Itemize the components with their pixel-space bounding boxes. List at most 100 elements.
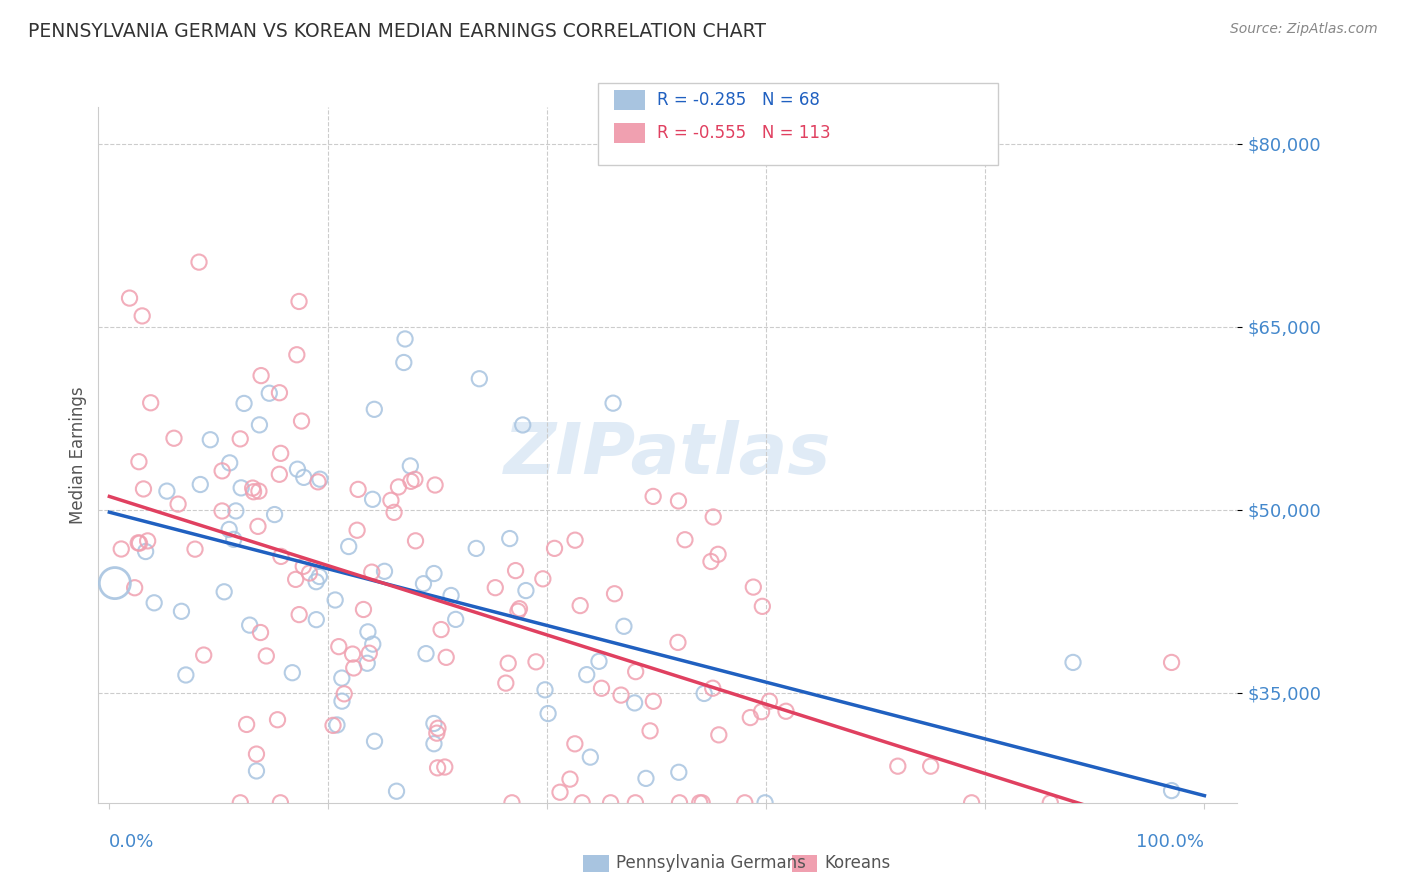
Point [104, 576, 127, 591]
Point [623, 696, 645, 710]
Point [211, 504, 233, 518]
Point [444, 612, 467, 626]
Point [330, 671, 353, 685]
Point [245, 747, 267, 761]
Point [308, 569, 330, 583]
Text: Pennsylvania Germans: Pennsylvania Germans [616, 855, 806, 872]
Point [188, 255, 211, 269]
Point [174, 668, 197, 682]
Point [426, 726, 449, 740]
Point [638, 723, 661, 738]
Point [233, 396, 256, 410]
Text: Source: ZipAtlas.com: Source: ZipAtlas.com [1230, 22, 1378, 37]
Point [124, 581, 146, 595]
Point [468, 372, 491, 386]
Point [269, 385, 291, 400]
Point [405, 533, 427, 548]
Point [775, 704, 797, 718]
Point [531, 572, 554, 586]
Point [247, 484, 270, 499]
Point [1160, 656, 1182, 670]
Point [613, 619, 636, 633]
Point [323, 593, 346, 607]
Point [307, 475, 329, 489]
Point [363, 734, 385, 748]
Point [269, 467, 291, 482]
Point [343, 661, 366, 675]
Point [603, 587, 626, 601]
Point [222, 533, 245, 547]
Point [309, 472, 332, 486]
Point [571, 796, 593, 810]
Point [382, 505, 405, 519]
Point [131, 309, 153, 323]
Point [353, 602, 375, 616]
Point [515, 583, 537, 598]
Point [499, 532, 522, 546]
Point [266, 713, 288, 727]
Point [430, 623, 453, 637]
Point [591, 681, 613, 696]
Point [415, 647, 437, 661]
Point [246, 519, 269, 533]
Point [347, 483, 370, 497]
Point [259, 386, 281, 401]
Point [360, 565, 382, 579]
Point [128, 536, 150, 550]
Point [127, 536, 149, 550]
Point [328, 640, 350, 654]
Point [270, 549, 292, 564]
Point [548, 785, 571, 799]
Point [305, 574, 328, 589]
Point [579, 750, 602, 764]
Point [242, 484, 264, 499]
Point [495, 676, 517, 690]
Point [689, 796, 711, 810]
Point [249, 625, 271, 640]
Point [673, 533, 696, 547]
Point [702, 510, 724, 524]
Point [167, 497, 190, 511]
Point [920, 759, 942, 773]
Point [193, 648, 215, 662]
Y-axis label: Median Earnings: Median Earnings [69, 386, 87, 524]
Point [242, 481, 264, 495]
Point [288, 294, 311, 309]
Point [588, 654, 610, 668]
Point [143, 596, 166, 610]
Text: R = -0.555   N = 113: R = -0.555 N = 113 [657, 124, 830, 142]
Point [330, 694, 353, 708]
Point [610, 688, 633, 702]
Point [666, 635, 689, 649]
Point [245, 764, 267, 778]
Point [387, 480, 409, 494]
Point [235, 717, 257, 731]
Text: R = -0.285   N = 68: R = -0.285 N = 68 [657, 91, 820, 109]
Point [156, 484, 179, 499]
Point [412, 576, 434, 591]
Point [668, 765, 690, 780]
Point [742, 580, 765, 594]
Point [229, 432, 252, 446]
Point [270, 446, 292, 460]
Point [359, 646, 381, 660]
Point [506, 604, 529, 618]
Point [132, 482, 155, 496]
Point [269, 796, 291, 810]
Point [423, 566, 446, 581]
Point [569, 599, 592, 613]
Point [707, 547, 730, 561]
Point [524, 655, 547, 669]
Point [163, 431, 186, 445]
Point [505, 564, 527, 578]
Point [239, 618, 262, 632]
Point [887, 759, 910, 773]
Point [357, 624, 380, 639]
Point [465, 541, 488, 556]
Point [602, 396, 624, 410]
Point [361, 637, 384, 651]
Point [543, 541, 565, 556]
Point [363, 402, 385, 417]
Point [139, 396, 162, 410]
Point [634, 772, 657, 786]
